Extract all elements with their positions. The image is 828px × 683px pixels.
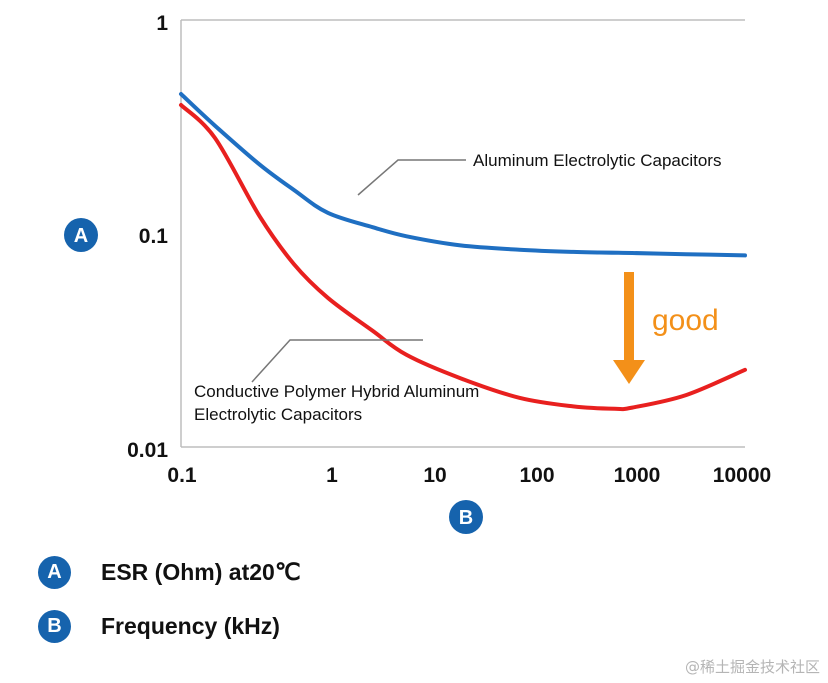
x-axis-badge-letter: B	[459, 507, 473, 529]
x-tick-labels: 0.1 1 10 100 1000 10000	[167, 464, 771, 487]
series-label-aluminum: Aluminum Electrolytic Capacitors	[473, 151, 721, 170]
series-label-polymer-line2: Electrolytic Capacitors	[194, 405, 362, 424]
legend-label-frequency: Frequency (kHz)	[101, 613, 280, 639]
x-tick-label-1: 1	[326, 464, 338, 487]
x-tick-label-1000: 1000	[614, 464, 661, 487]
y-tick-labels: 1 0.1 0.01	[127, 12, 168, 462]
y-tick-label-0.01: 0.01	[127, 439, 168, 462]
y-tick-label-1: 1	[156, 12, 168, 35]
series-line-aluminum-electrolytic	[179, 92, 747, 258]
x-tick-label-100: 100	[519, 464, 554, 487]
leader-line-aluminum	[357, 159, 466, 196]
y-tick-label-0.1: 0.1	[139, 225, 169, 248]
legend-row-esr: A ESR (Ohm) at20℃	[38, 556, 301, 589]
legend-row-frequency: B Frequency (kHz)	[38, 610, 280, 643]
x-tick-label-0.1: 0.1	[167, 464, 197, 487]
y-axis-badge: A	[64, 218, 98, 252]
y-axis-badge-letter: A	[74, 225, 88, 247]
x-axis-badge: B	[449, 500, 483, 534]
x-tick-label-10000: 10000	[713, 464, 771, 487]
series-label-polymer-line1: Conductive Polymer Hybrid Aluminum	[194, 382, 479, 401]
watermark: @稀土掘金技术社区	[684, 658, 820, 676]
series-line-conductive-polymer-hybrid	[179, 103, 747, 412]
legend-badge-b: B	[38, 610, 71, 643]
legend-label-esr: ESR (Ohm) at20℃	[101, 559, 301, 585]
x-tick-label-10: 10	[423, 464, 446, 487]
good-arrow-icon	[613, 272, 645, 384]
leader-line-polymer	[251, 339, 423, 383]
good-annotation: good	[652, 304, 719, 337]
legend-badge-a: A	[38, 556, 71, 589]
